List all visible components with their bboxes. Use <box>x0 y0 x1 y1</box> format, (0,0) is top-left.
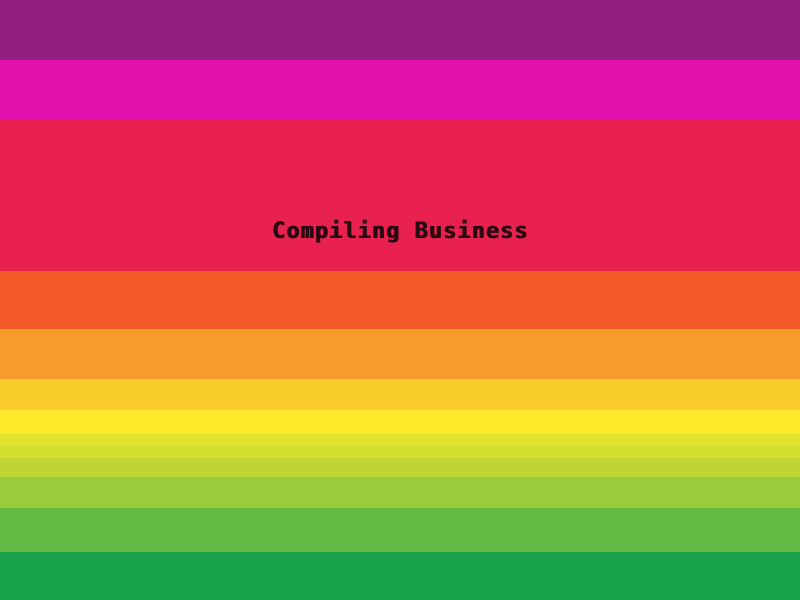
color-band <box>0 446 800 458</box>
color-band <box>0 508 800 552</box>
color-band <box>0 552 800 600</box>
color-band <box>0 120 800 271</box>
color-band <box>0 379 800 410</box>
color-band <box>0 60 800 120</box>
color-band <box>0 477 800 508</box>
color-band <box>0 458 800 477</box>
color-band <box>0 271 800 329</box>
color-band <box>0 434 800 446</box>
loading-status-text: Compiling Business <box>271 219 529 244</box>
color-band <box>0 0 800 60</box>
color-band <box>0 410 800 434</box>
color-band <box>0 329 800 379</box>
